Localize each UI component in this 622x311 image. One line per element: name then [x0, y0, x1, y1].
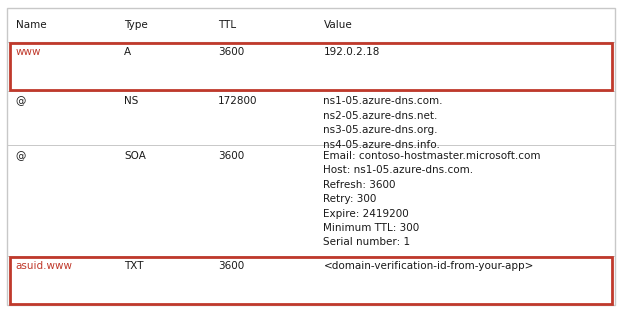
Text: @: @	[16, 151, 26, 161]
Text: 3600: 3600	[218, 48, 244, 58]
Text: SOA: SOA	[124, 151, 146, 161]
Text: 192.0.2.18: 192.0.2.18	[323, 48, 380, 58]
Text: @: @	[16, 96, 26, 106]
Text: ns1-05.azure-dns.com.
ns2-05.azure-dns.net.
ns3-05.azure-dns.org.
ns4-05.azure-d: ns1-05.azure-dns.com. ns2-05.azure-dns.n…	[323, 96, 443, 150]
Text: 3600: 3600	[218, 262, 244, 272]
Bar	[10, 43, 612, 90]
Text: Name: Name	[16, 20, 46, 30]
Text: 172800: 172800	[218, 96, 258, 106]
Bar	[10, 257, 612, 304]
Text: TXT: TXT	[124, 262, 144, 272]
Text: A: A	[124, 48, 131, 58]
Text: NS: NS	[124, 96, 139, 106]
Text: asuid.www: asuid.www	[16, 262, 73, 272]
Text: www: www	[16, 48, 41, 58]
Text: TTL: TTL	[218, 20, 236, 30]
Text: <domain-verification-id-from-your-app>: <domain-verification-id-from-your-app>	[323, 262, 534, 272]
Text: Email: contoso-hostmaster.microsoft.com
Host: ns1-05.azure-dns.com.
Refresh: 360: Email: contoso-hostmaster.microsoft.com …	[323, 151, 541, 247]
Text: 3600: 3600	[218, 151, 244, 161]
Text: Type: Type	[124, 20, 148, 30]
Text: Value: Value	[323, 20, 352, 30]
